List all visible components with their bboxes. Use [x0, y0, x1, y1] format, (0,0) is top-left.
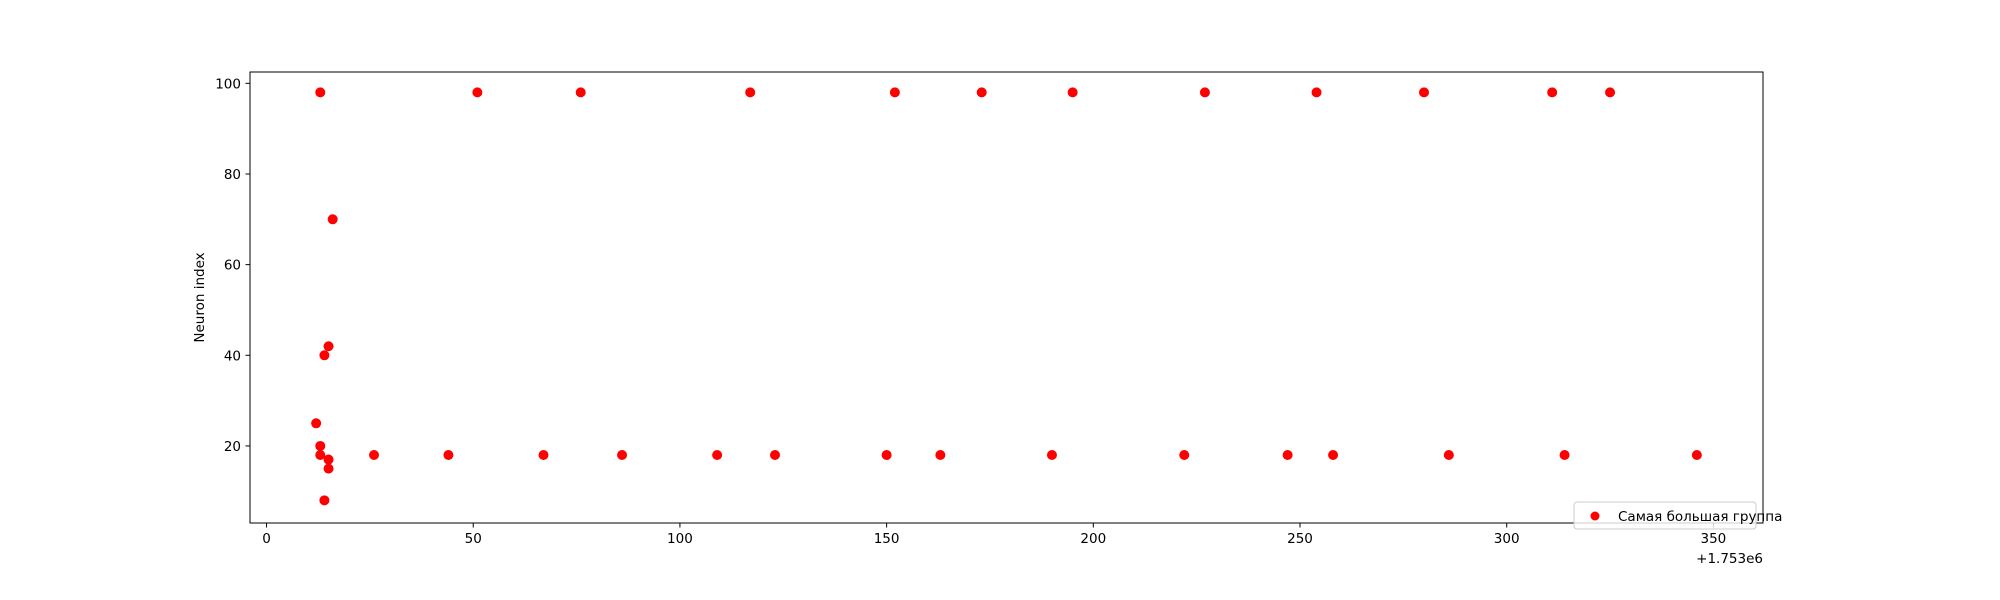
- y-tick-label: 40: [224, 348, 241, 364]
- data-point: [881, 450, 892, 461]
- x-tick-label: 50: [465, 531, 482, 547]
- x-axis-ticks: 0 50 100 150 200 250 300 350: [262, 523, 1726, 547]
- data-point: [1328, 450, 1339, 461]
- legend: Самая большая группа: [1573, 501, 1782, 530]
- data-point: [1311, 87, 1322, 98]
- data-point: [617, 450, 628, 461]
- data-point: [575, 87, 586, 98]
- x-axis-offset-label: +1.753e6: [1696, 551, 1763, 567]
- data-point: [315, 440, 326, 451]
- data-point: [1691, 450, 1702, 461]
- x-tick-label: 300: [1494, 531, 1520, 547]
- y-axis-ticks: 20 40 60 80 100: [215, 76, 250, 455]
- data-point: [369, 450, 380, 461]
- legend-frame: [1573, 501, 1757, 530]
- y-tick-label: 80: [224, 167, 241, 183]
- x-tick-label: 100: [667, 531, 693, 547]
- x-tick-label: 350: [1701, 531, 1727, 547]
- data-point: [1547, 87, 1558, 98]
- data-point: [1419, 87, 1430, 98]
- data-point: [319, 350, 330, 361]
- data-point: [770, 450, 781, 461]
- data-point: [1282, 450, 1293, 461]
- data-point: [889, 87, 900, 98]
- x-tick-label: 150: [874, 531, 900, 547]
- data-point: [1067, 87, 1078, 98]
- y-tick-label: 100: [215, 76, 241, 92]
- data-point: [745, 87, 756, 98]
- y-tick-label: 20: [224, 439, 241, 455]
- data-point: [538, 450, 549, 461]
- legend-marker: [1590, 511, 1600, 521]
- x-tick-label: 200: [1080, 531, 1106, 547]
- legend-label: Самая большая группа: [1618, 509, 1782, 525]
- data-point: [1046, 450, 1057, 461]
- data-point: [976, 87, 987, 98]
- data-point: [311, 418, 322, 429]
- data-points: [311, 87, 1702, 506]
- data-point: [315, 450, 326, 461]
- data-point: [1443, 450, 1454, 461]
- x-tick-label: 250: [1287, 531, 1313, 547]
- x-tick-label: 0: [262, 531, 271, 547]
- data-point: [1559, 450, 1570, 461]
- data-point: [315, 87, 326, 98]
- data-point: [327, 214, 338, 225]
- data-point: [443, 450, 454, 461]
- data-point: [323, 341, 334, 352]
- data-point: [319, 495, 330, 506]
- data-point: [323, 463, 334, 474]
- data-point: [712, 450, 723, 461]
- data-point: [323, 454, 334, 465]
- data-point: [1605, 87, 1616, 98]
- plot-area-frame: [249, 71, 1764, 524]
- data-point: [935, 450, 946, 461]
- y-axis-label: Neuron index: [192, 252, 208, 342]
- data-point: [1179, 450, 1190, 461]
- data-point: [472, 87, 483, 98]
- data-point: [1199, 87, 1210, 98]
- y-tick-label: 60: [224, 258, 241, 274]
